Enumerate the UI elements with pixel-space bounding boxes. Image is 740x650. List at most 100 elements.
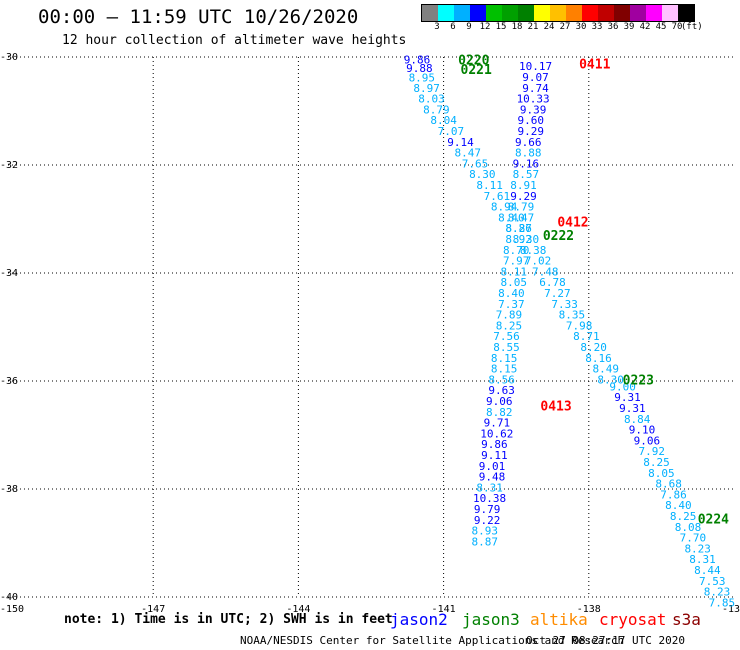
- page-title: 00:00 – 11:59 UTC 10/26/2020: [38, 6, 359, 28]
- wave-height-point: 8.26: [505, 222, 532, 235]
- scale-swatch: [550, 5, 566, 21]
- wave-height-point: 7.53: [699, 575, 726, 588]
- scale-label: 12: [479, 22, 491, 32]
- wave-height-point: 9.63: [488, 384, 515, 397]
- scale-label: 42: [639, 22, 651, 32]
- scale-swatch: [502, 5, 518, 21]
- y-tick-label: -38: [0, 484, 18, 495]
- wave-height-point: 8.79: [508, 201, 535, 214]
- legend-jason3: jason3: [462, 610, 520, 629]
- wave-height-point: 8.25: [496, 319, 523, 332]
- wave-height-point: 9.29: [517, 125, 544, 138]
- wave-height-point: 8.56: [488, 373, 515, 386]
- wave-height-point: 8.68: [655, 478, 682, 491]
- wave-height-point: 7.33: [551, 298, 578, 311]
- y-tick-label: -30: [0, 52, 18, 63]
- wave-height-point: 8.70: [503, 244, 530, 257]
- wave-height-point: 8.38: [520, 244, 547, 257]
- wave-height-point: 7.97: [503, 255, 530, 268]
- pass-time-label: 0223: [623, 373, 654, 388]
- legend-altika: altika: [530, 610, 588, 629]
- scale-swatch: [646, 5, 662, 21]
- wave-height-point: 7.56: [493, 330, 520, 343]
- wave-height-point: 8.47: [455, 147, 482, 160]
- wave-height-point: 10.38: [473, 492, 506, 505]
- scale-label: 30: [575, 22, 587, 32]
- scale-label: 36: [607, 22, 619, 32]
- y-tick-label: -40: [0, 592, 18, 603]
- scale-label: 33: [591, 22, 603, 32]
- scale-label: 24: [543, 22, 555, 32]
- wave-height-point: 9.10: [629, 424, 656, 437]
- wave-height-point: 8.15: [491, 352, 518, 365]
- wave-height-point: 9.31: [619, 402, 646, 415]
- wave-height-point: 8.84: [624, 413, 651, 426]
- wave-height-point: 8.92: [505, 233, 532, 246]
- wave-height-point: 7.07: [438, 125, 465, 138]
- pass-time-label: 0222: [543, 229, 574, 244]
- x-tick-label: -144: [286, 604, 310, 615]
- wave-height-point: 8.40: [665, 499, 692, 512]
- wave-height-point: 9.71: [484, 417, 511, 430]
- scale-label: 27: [559, 22, 571, 32]
- credit-text: NOAA/NESDIS Center for Satellite Applica…: [240, 634, 625, 647]
- wave-height-point: 9.06: [486, 395, 513, 408]
- page-subtitle: 12 hour collection of altimeter wave hei…: [62, 33, 407, 48]
- x-tick-label: -150: [0, 604, 24, 615]
- wave-height-point: 8.88: [515, 147, 542, 160]
- wave-height-point: 8.31: [689, 553, 716, 566]
- wave-height-point: 9.86: [481, 438, 508, 451]
- wave-height-point: 8.04: [430, 114, 457, 127]
- wave-height-point: 8.94: [491, 201, 518, 214]
- scale-swatch: [582, 5, 598, 21]
- wave-height-point: 8.40: [498, 287, 525, 300]
- wave-height-point: 9.07: [522, 71, 549, 84]
- scale-label: 21: [527, 22, 539, 32]
- x-tick-label: -141: [432, 604, 456, 615]
- wave-height-point: 8.93: [471, 525, 498, 538]
- wave-height-point: 8.71: [573, 330, 600, 343]
- wave-height-point: 8.97: [413, 82, 440, 95]
- scale-label: 18: [511, 22, 523, 32]
- wave-height-point: 8.05: [501, 276, 528, 289]
- scale-swatch: [486, 5, 502, 21]
- wave-height-point: 8.11: [476, 179, 503, 192]
- wave-height-point: 9.79: [474, 503, 501, 516]
- wave-height-point: 7.02: [525, 255, 552, 268]
- wave-height-point: 7.65: [462, 157, 489, 170]
- wave-height-point: 7.98: [566, 319, 593, 332]
- wave-height-point: 8.79: [423, 103, 450, 116]
- scale-label: 6: [450, 22, 456, 32]
- wave-height-point: 9.29: [510, 190, 537, 203]
- wave-height-point: 9.74: [522, 82, 549, 95]
- wave-height-point: 9.11: [481, 449, 508, 462]
- scale-swatch: [534, 5, 550, 21]
- scale-unit: (ft): [681, 22, 703, 32]
- wave-height-point: 7.70: [680, 532, 707, 545]
- note-text: note: 1) Time is in UTC; 2) SWH is in fe…: [64, 612, 393, 627]
- wave-height-point: 8.95: [409, 72, 436, 85]
- wave-height-point: 8.11: [501, 265, 528, 278]
- wave-height-point: 9.86: [404, 54, 431, 67]
- wave-height-point: 8.25: [670, 510, 697, 523]
- wave-height-point: 8.91: [510, 179, 537, 192]
- scale-swatch: [566, 5, 582, 21]
- wave-height-point: 9.66: [515, 136, 542, 149]
- generated-timestamp: Oct 27 08:27:17 UTC 2020: [526, 634, 685, 647]
- wave-height-point: 8.31: [476, 481, 503, 494]
- y-tick-label: -36: [0, 376, 18, 387]
- wave-height-point: 9.06: [634, 434, 661, 447]
- pass-time-label: 0413: [540, 399, 571, 414]
- wave-height-point: 7.92: [638, 445, 665, 458]
- wave-height-point: 9.88: [406, 62, 433, 75]
- wave-height-point: 7.61: [484, 190, 511, 203]
- wave-height-point: 7.89: [496, 309, 523, 322]
- x-tick-label: -138: [577, 604, 601, 615]
- wave-height-point: 9.00: [609, 380, 636, 393]
- wave-height-point: 8.49: [592, 363, 619, 376]
- color-scale: [421, 4, 695, 22]
- wave-height-point: 8.03: [418, 93, 445, 106]
- wave-height-point: 10.62: [480, 427, 513, 440]
- wave-height-point: 9.01: [479, 460, 506, 473]
